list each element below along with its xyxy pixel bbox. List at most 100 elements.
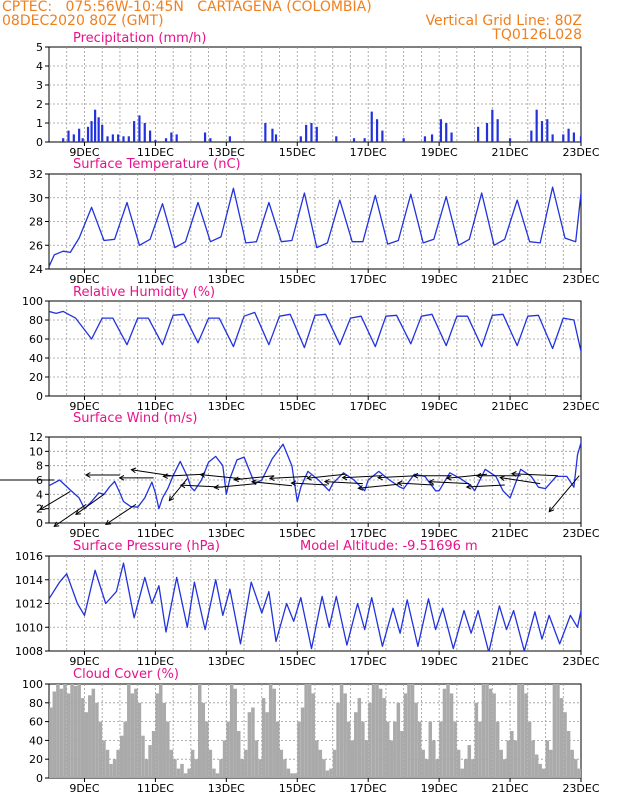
y-tick-label: 20: [29, 753, 43, 766]
cloud-bar: [453, 721, 457, 778]
precip-bar: [299, 136, 302, 142]
cloud-bar: [109, 763, 113, 778]
x-tick-label: 13DEC: [208, 273, 245, 286]
cloud-bar: [219, 759, 223, 778]
wind-arrow: [475, 472, 521, 479]
cloud-bar: [364, 740, 369, 778]
precip-bar: [72, 134, 75, 142]
precip-bar: [305, 124, 308, 142]
x-tick-label: 11DEC: [137, 400, 174, 413]
x-tick-label: 15DEC: [279, 527, 316, 540]
x-tick-label: 9DEC: [69, 146, 99, 159]
cloud-bar: [300, 707, 305, 778]
cloud-bar: [556, 684, 560, 778]
precip-bar: [315, 126, 318, 142]
cloud-bar: [194, 759, 198, 778]
cloud-bar: [148, 745, 152, 778]
precip-bar: [86, 126, 90, 142]
panel-rh: 0 20 40 60 80 100 9DEC 11DEC 13DEC 15DEC 17DEC 19DE…: [22, 285, 600, 413]
cloud-bar: [495, 721, 500, 778]
cloud-bar: [393, 721, 397, 778]
y-tick-label: 1010: [15, 621, 43, 634]
cloud-bar: [542, 768, 546, 778]
cloud-bar: [375, 684, 379, 778]
y-tick-label: 3: [36, 79, 43, 92]
cloud-bar: [222, 740, 227, 778]
cloud-bar: [208, 749, 213, 778]
y-tick-label: 80: [29, 314, 43, 327]
cloud-bar: [361, 721, 365, 778]
precip-bar: [363, 138, 366, 142]
y-tick-label: 1008: [15, 645, 43, 658]
precip-bar: [310, 123, 313, 142]
x-tick-label: 19DEC: [421, 273, 458, 286]
y-tick-label: 100: [22, 678, 43, 691]
cloud-bar: [527, 721, 532, 778]
x-tick-label: 9DEC: [69, 273, 99, 286]
panel-precip: 0 1 2 3 4 5 9DEC 11DEC 13DEC 15DEC 17DEC 19DEC 21DEC…: [36, 31, 600, 159]
x-tick-label: 11DEC: [137, 273, 174, 286]
y-tick-label: 12: [29, 431, 43, 444]
cloud-bar: [354, 712, 358, 778]
series-line-rh: [49, 310, 581, 353]
grid-line-note: Vertical Grid Line: 80Z: [425, 13, 582, 29]
cloud-bar: [481, 684, 486, 778]
precip-bar: [430, 134, 434, 142]
cloud-bar: [290, 773, 294, 778]
cloud-bar: [336, 702, 340, 778]
x-tick-label: 19DEC: [421, 782, 458, 795]
cloud-bar: [137, 702, 142, 778]
x-tick-label: 13DEC: [208, 527, 245, 540]
wind-arrow: [428, 478, 470, 485]
cloud-bar: [446, 684, 450, 778]
panel-title: Surface Pressure (hPa): [73, 539, 220, 554]
cloud-bar: [116, 749, 120, 778]
y-tick-label: 40: [29, 352, 43, 365]
cloud-bar: [485, 684, 489, 778]
cloud-bar: [201, 702, 206, 778]
cloud-bar: [286, 768, 291, 778]
cloud-bar: [332, 749, 337, 778]
y-tick-label: 80: [29, 697, 43, 710]
precip-bar: [567, 128, 570, 142]
precip-bar: [274, 134, 278, 142]
cloud-bar: [272, 688, 276, 778]
precip-bar: [127, 136, 130, 142]
cloud-bar: [244, 749, 248, 778]
cloud-bar: [322, 759, 326, 778]
precip-bar: [97, 117, 100, 142]
precip-bar: [477, 126, 480, 142]
y-tick-label: 100: [22, 295, 43, 308]
y-tick-label: 4: [36, 488, 43, 501]
precip-bar: [117, 134, 120, 142]
precip-bar: [579, 136, 581, 142]
precip-bar: [485, 123, 489, 142]
cloud-bar: [240, 759, 245, 778]
cloud-bar: [467, 745, 472, 778]
precip-bar: [143, 123, 146, 142]
precip-bar: [175, 134, 178, 142]
cloud-bar: [283, 759, 287, 778]
cloud-bar: [534, 754, 539, 778]
cloud-bar: [197, 684, 202, 778]
plot-area: [62, 109, 581, 142]
panel-title: Precipitation (mm/h): [73, 31, 206, 46]
cloud-bar: [49, 707, 53, 778]
x-tick-label: 13DEC: [208, 655, 245, 668]
cloud-bar: [573, 759, 578, 778]
x-tick-label: 23DEC: [562, 400, 599, 413]
panel-title: Surface Temperature (nC): [73, 157, 241, 172]
x-tick-label: 21DEC: [492, 782, 529, 795]
wind-arrow: [510, 471, 558, 477]
cloud-bar: [52, 691, 57, 778]
precip-bar: [122, 136, 125, 142]
wind-arrow: [162, 473, 204, 479]
cloud-bar: [180, 763, 184, 778]
cloud-bar: [325, 770, 330, 778]
precip-bar: [562, 134, 565, 142]
x-tick-label: 21DEC: [492, 146, 529, 159]
cloud-bar: [205, 721, 209, 778]
cloud-bar: [563, 712, 567, 778]
wind-arrow: [323, 478, 363, 485]
